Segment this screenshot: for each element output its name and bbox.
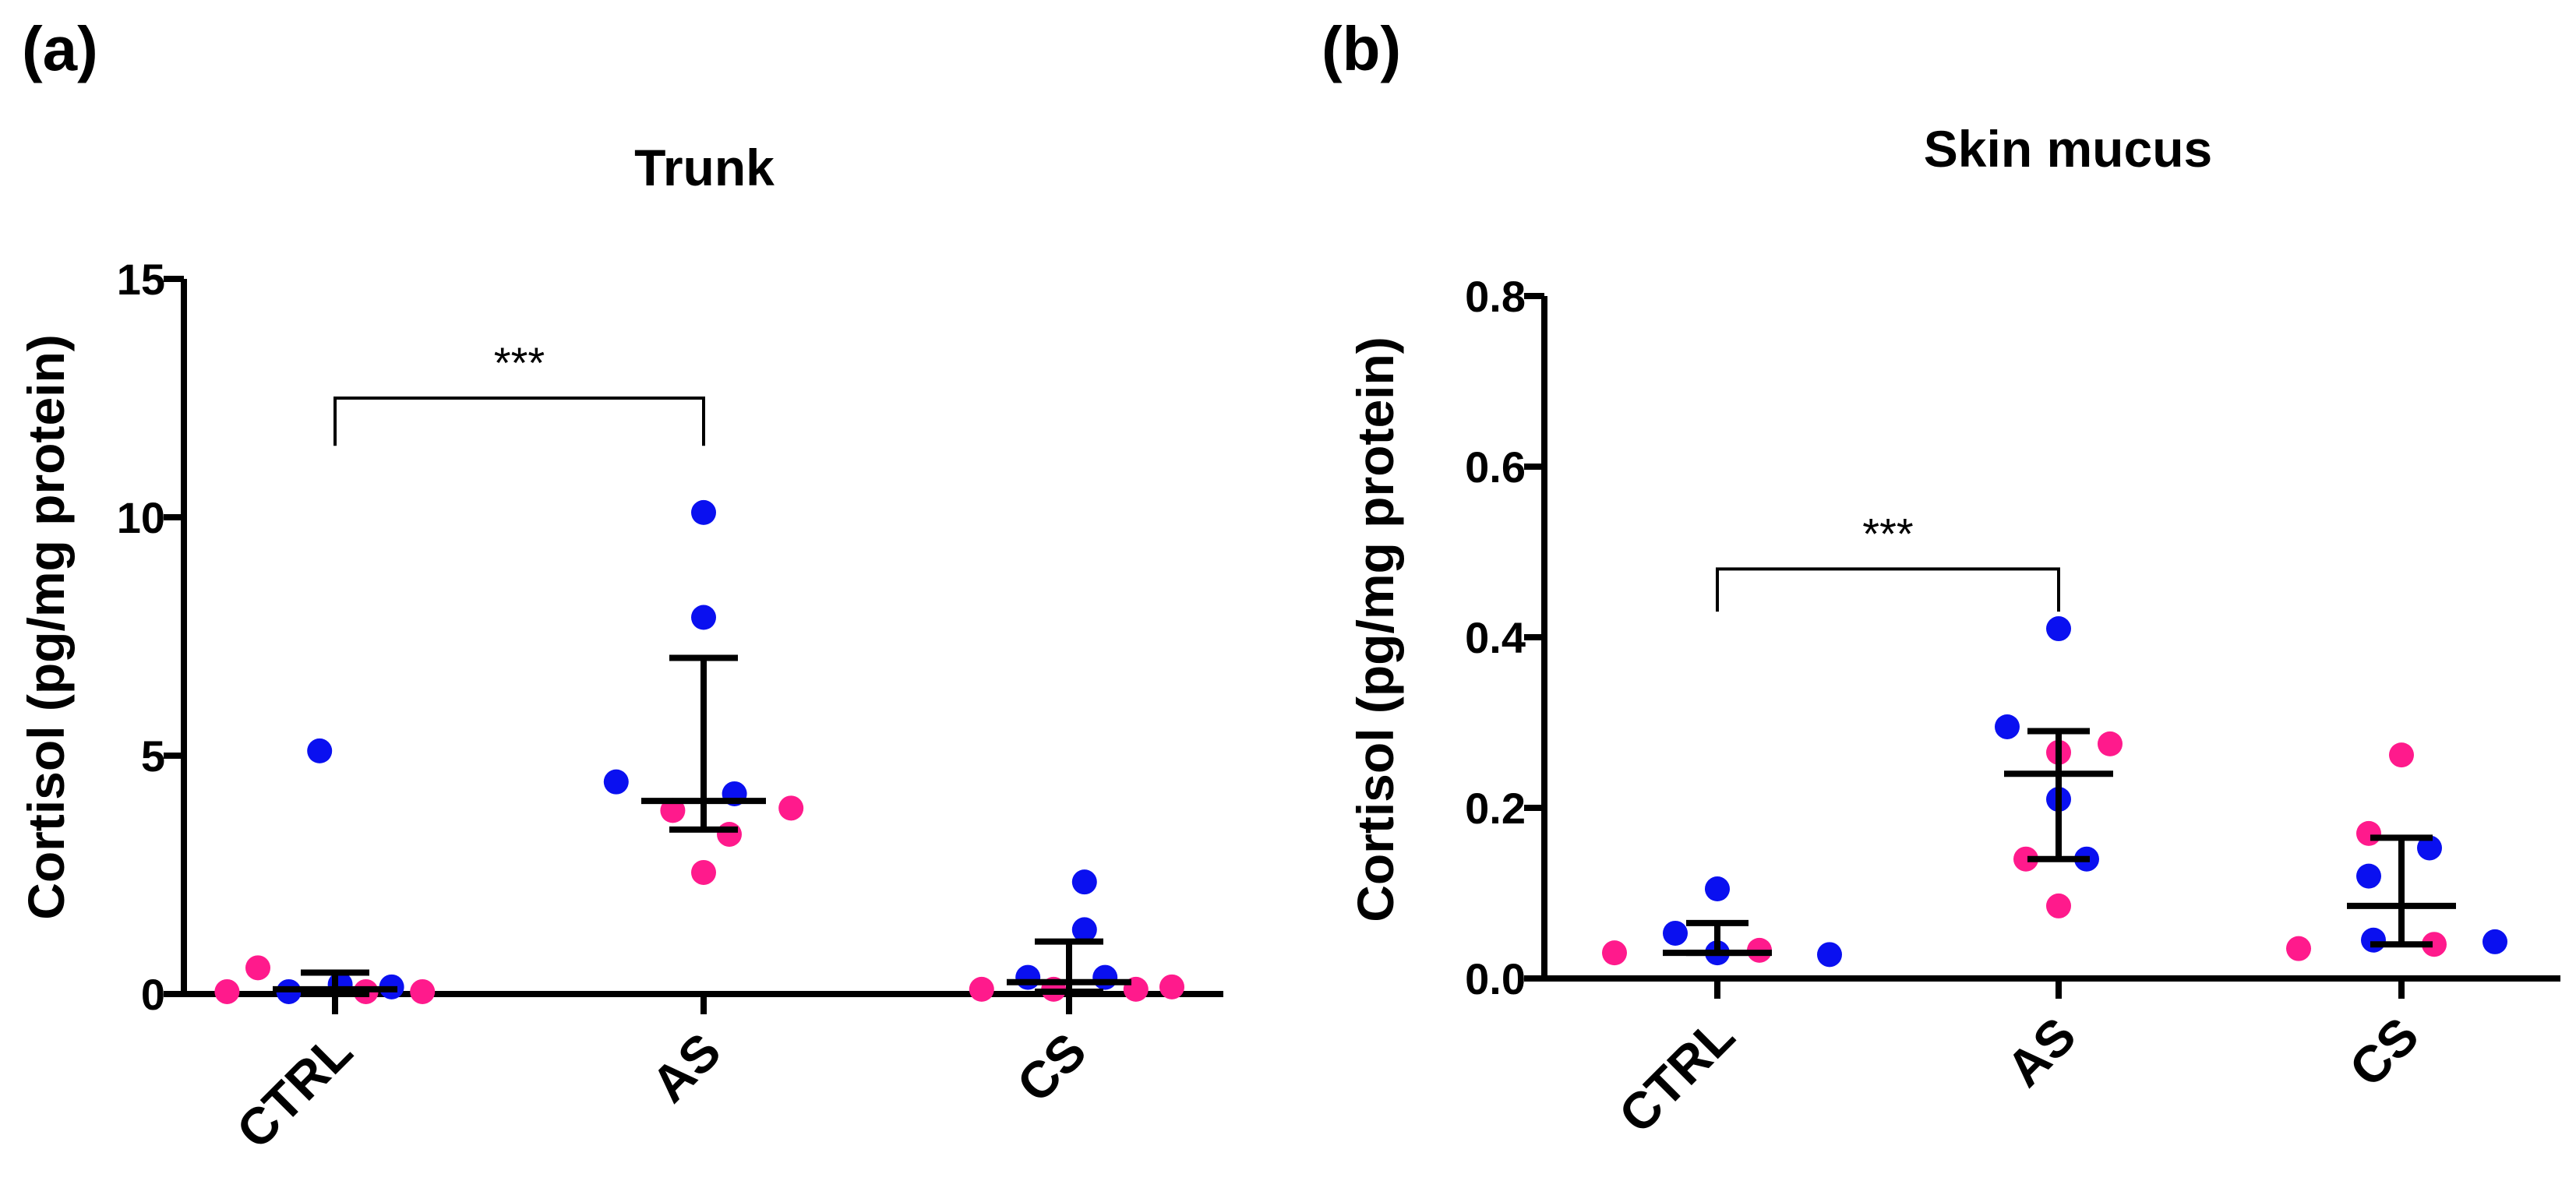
panel-label-a: (a) — [22, 14, 98, 83]
data-point-blue — [2482, 929, 2507, 954]
y-tick-label: 10 — [117, 493, 165, 542]
data-point-pink — [2046, 893, 2071, 918]
chart-title-skin-mucus: Skin mucus — [1924, 120, 2212, 178]
data-point-pink — [691, 859, 716, 885]
data-point-blue — [1995, 714, 2020, 739]
data-point-blue — [603, 769, 629, 795]
data-point-blue — [1071, 869, 1097, 895]
data-point-pink — [2286, 936, 2311, 961]
data-point-blue — [1092, 964, 1118, 990]
y-ticks-a: 0 5 10 15 — [117, 255, 184, 1019]
panel-a: (a) Trunk Cortisol (pg/mg protein) 0 5 10 1… — [17, 14, 1223, 1159]
x-category-label-cs: CS — [2338, 1006, 2430, 1098]
y-tick-label: 0.4 — [1465, 613, 1526, 662]
data-point-pink — [2422, 932, 2447, 957]
data-point-blue — [2417, 835, 2442, 861]
data-point-blue — [691, 605, 716, 630]
x-category-label-ctrl: CTRL — [1607, 1006, 1745, 1144]
x-category-label-as: AS — [640, 1022, 732, 1113]
y-axis-label-a: Cortisol (pg/mg protein) — [17, 334, 75, 920]
y-tick-label: 0.6 — [1465, 442, 1526, 492]
data-point-pink — [1159, 974, 1184, 999]
data-point-pink — [2389, 742, 2414, 768]
data-point-blue — [1071, 917, 1097, 943]
data-point-pink — [2356, 820, 2381, 846]
x-ticks-b: CTRL AS CS — [1607, 978, 2430, 1144]
data-point-pink — [660, 798, 686, 823]
y-tick-label: 0.8 — [1465, 272, 1526, 321]
data-point-blue — [307, 738, 333, 763]
significance-label: *** — [494, 338, 545, 387]
y-tick-label: 0 — [141, 970, 165, 1019]
data-point-pink — [214, 978, 240, 1004]
points-a — [214, 499, 1184, 1004]
panel-label-b: (b) — [1322, 14, 1401, 83]
y-ticks-b: 0.0 0.2 0.4 0.6 0.8 — [1465, 272, 1544, 1003]
data-point-blue — [2356, 863, 2381, 889]
chart-title-trunk: Trunk — [634, 139, 775, 196]
data-point-blue — [691, 499, 716, 525]
data-point-pink — [245, 955, 270, 981]
data-point-blue — [1705, 876, 1730, 902]
significance-bracket — [333, 397, 705, 446]
x-category-label-as: AS — [1996, 1006, 2087, 1098]
data-point-blue — [2361, 927, 2386, 953]
data-point-blue — [1015, 964, 1041, 990]
error-bars-a — [273, 654, 1131, 997]
y-tick-label: 15 — [117, 255, 165, 304]
data-point-blue — [2046, 616, 2071, 642]
y-axis-label-b: Cortisol (pg/mg protein) — [1346, 337, 1404, 922]
x-category-label-cs: CS — [1006, 1022, 1097, 1113]
x-ticks-a: CTRL AS CS — [225, 994, 1097, 1159]
data-point-pink — [969, 976, 994, 1002]
significance-a: *** — [333, 338, 705, 446]
error-bars-b — [1663, 728, 2456, 957]
points-b — [1602, 616, 2507, 968]
data-point-blue — [1817, 942, 1842, 968]
data-point-pink — [778, 795, 804, 821]
significance-b: *** — [1716, 509, 2060, 612]
data-point-pink — [1602, 940, 1627, 966]
data-point-pink — [2013, 846, 2038, 872]
y-tick-label: 5 — [141, 732, 165, 781]
significance-label: *** — [1862, 509, 1913, 558]
data-point-pink — [2098, 731, 2123, 756]
data-point-blue — [1663, 920, 1688, 946]
y-tick-label: 0.0 — [1465, 954, 1526, 1003]
y-tick-label: 0.2 — [1465, 784, 1526, 833]
data-point-pink — [717, 821, 742, 847]
significance-bracket — [1716, 567, 2060, 612]
panel-b: (b) Skin mucus Cortisol (pg/mg protein) … — [1322, 14, 2560, 1144]
x-category-label-ctrl: CTRL — [225, 1022, 363, 1160]
data-point-pink — [410, 978, 436, 1004]
